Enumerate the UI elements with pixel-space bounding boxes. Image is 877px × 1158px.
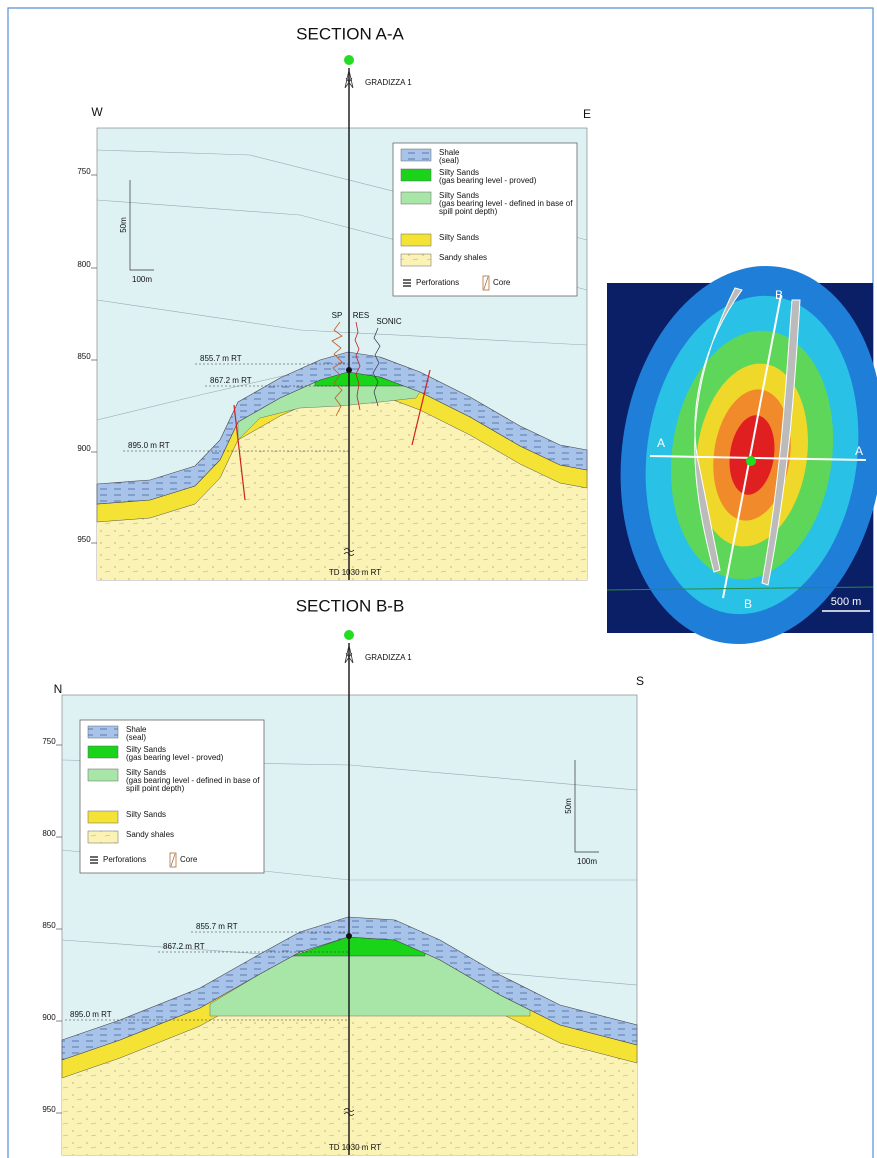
legend-label: Silty Sands	[439, 233, 479, 242]
direction-left: W	[91, 105, 103, 119]
legend-label: Sandy shales	[126, 830, 174, 839]
legend-core: Core	[493, 278, 511, 287]
scale-vertical: 50m	[564, 798, 573, 814]
perforation	[346, 933, 352, 939]
core-icon	[170, 853, 176, 867]
legend-label: spill point depth)	[126, 784, 185, 793]
well-name: GRADIZZA 1	[365, 78, 412, 87]
section-title: SECTION B-B	[296, 596, 405, 615]
perforation	[346, 367, 352, 373]
depth-marker: 855.7 m RT	[196, 922, 238, 931]
legend-label: (seal)	[126, 733, 146, 742]
map-label: B	[775, 288, 783, 302]
legend-swatch	[401, 234, 431, 246]
legend-swatch	[88, 811, 118, 823]
legend-perforations: Perforations	[103, 855, 146, 864]
legend-swatch	[88, 746, 118, 758]
map-label: A	[855, 444, 863, 458]
depth-label: 800	[42, 829, 56, 838]
direction-left: N	[54, 682, 63, 696]
map-label: B	[744, 597, 752, 611]
scale-horizontal: 100m	[577, 857, 597, 866]
depth-marker: 867.2 m RT	[210, 376, 252, 385]
legend-box	[393, 143, 577, 296]
legend-perforations: Perforations	[416, 278, 459, 287]
legend-label: spill point depth)	[439, 207, 498, 216]
legend-box	[80, 720, 264, 873]
depth-label: 800	[77, 260, 91, 269]
well-head	[344, 55, 354, 65]
well-head	[344, 630, 354, 640]
legend-label: Silty Sands	[126, 810, 166, 819]
depth-marker: 855.7 m RT	[200, 354, 242, 363]
log-label: SP	[332, 311, 343, 320]
depth-marker: 895.0 m RT	[70, 1010, 112, 1019]
depth-label: 950	[77, 535, 91, 544]
direction-right: S	[636, 674, 644, 688]
page: SECTION A-A GRADIZZA 1 TD 1030 m RT W E 750 80…	[0, 0, 877, 1158]
map-scale: 500 m	[831, 596, 862, 608]
depth-marker: 867.2 m RT	[163, 942, 205, 951]
legend-swatch	[401, 254, 431, 266]
direction-right: E	[583, 107, 591, 121]
depth-marker: 895.0 m RT	[128, 441, 170, 450]
legend-swatch	[88, 831, 118, 843]
well-name: GRADIZZA 1	[365, 653, 412, 662]
log-label: SONIC	[376, 317, 402, 326]
legend-swatch	[401, 149, 431, 161]
depth-label: 950	[42, 1105, 56, 1114]
legend-label: (seal)	[439, 156, 459, 165]
legend-label: (gas bearing level - proved)	[439, 176, 537, 185]
legend-swatch	[401, 192, 431, 204]
map-well	[746, 456, 756, 466]
depth-label: 850	[42, 921, 56, 930]
section-title: SECTION A-A	[296, 24, 404, 43]
depth-label: 900	[77, 444, 91, 453]
scale-horizontal: 100m	[132, 275, 152, 284]
depth-label: 750	[77, 167, 91, 176]
log-label: RES	[353, 311, 369, 320]
legend-core: Core	[180, 855, 198, 864]
core-icon	[483, 276, 489, 290]
scale-vertical: 50m	[119, 217, 128, 233]
map-label: A	[657, 436, 665, 450]
legend-label: (gas bearing level - proved)	[126, 753, 224, 762]
legend-swatch	[88, 769, 118, 781]
total-depth: TD 1030 m RT	[329, 568, 381, 577]
legend-swatch	[88, 726, 118, 738]
depth-label: 850	[77, 352, 91, 361]
depth-label: 750	[42, 737, 56, 746]
depth-label: 900	[42, 1013, 56, 1022]
legend-label: Sandy shales	[439, 253, 487, 262]
total-depth: TD 1030 m RT	[329, 1143, 381, 1152]
location-map: A A B B 500 m	[597, 249, 877, 661]
legend-swatch	[401, 169, 431, 181]
